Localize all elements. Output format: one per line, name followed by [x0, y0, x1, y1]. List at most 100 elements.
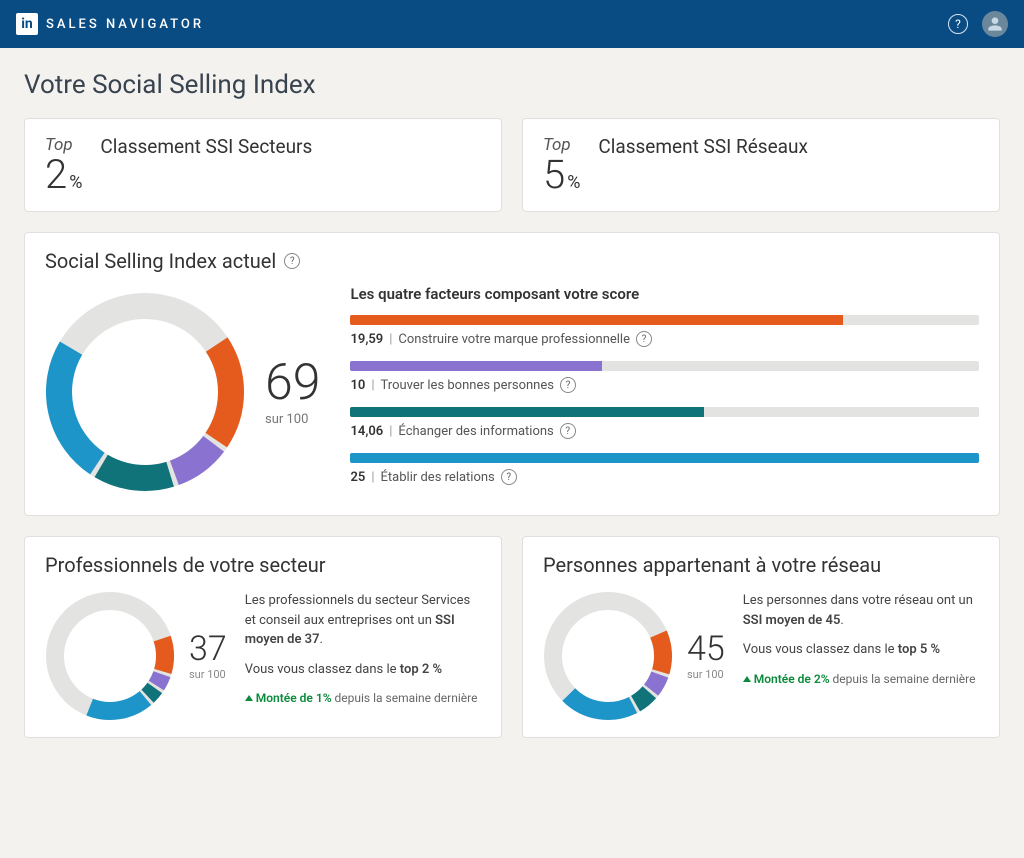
separator: | [389, 424, 392, 439]
text-bold: top 5 % [898, 642, 940, 657]
factor-value: 19,59 [350, 332, 383, 347]
factor-bar-track [350, 407, 979, 417]
factor-bar-fill [350, 453, 979, 463]
rank-top-value: 5% [543, 155, 580, 195]
factor-value: 14,06 [350, 424, 383, 439]
text: . [320, 632, 323, 647]
sector-donut-wrap: 37 sur 100 [45, 591, 227, 721]
rank-card-sector: Top 2% Classement SSI Secteurs [24, 118, 502, 212]
factor-text: Établir des relations [381, 470, 495, 485]
bottom-row: Professionnels de votre secteur 37 sur 1… [24, 536, 1000, 738]
ssi-score-block: 69 sur 100 [265, 358, 320, 427]
factor-row: 10 | Trouver les bonnes personnes? [350, 361, 979, 393]
help-icon[interactable]: ? [636, 331, 652, 347]
factor-row: 19,59 | Construire votre marque profession… [350, 315, 979, 347]
factors-title: Les quatre facteurs composant votre scor… [350, 285, 979, 303]
donut-segment [651, 675, 660, 691]
sector-score-block: 37 sur 100 [189, 632, 227, 681]
rank-heading: Classement SSI Réseaux [598, 135, 808, 158]
factor-bar-fill [350, 407, 703, 417]
rank-top-block: Top 2% [45, 135, 82, 195]
donut-segment [90, 698, 146, 711]
network-desc: Les personnes dans votre réseau ont un S… [743, 591, 979, 688]
rank-top-block: Top 5% [543, 135, 580, 195]
trend-rest: depuis la semaine dernière [830, 672, 976, 686]
separator: | [389, 332, 392, 347]
sector-trend: Montée de 1% depuis la semaine dernière [245, 689, 481, 707]
text: Vous vous classez dans le [743, 642, 898, 657]
network-donut-chart [543, 591, 673, 721]
ssi-donut-chart [45, 292, 245, 492]
ssi-score: 69 [265, 358, 320, 408]
rank-value: 2 [45, 151, 67, 198]
ssi-current-card: Social Selling Index actuel ? 69 sur 100… [24, 232, 1000, 516]
factor-label: 10 | Trouver les bonnes personnes? [350, 377, 979, 393]
network-donut-wrap: 45 sur 100 [543, 591, 725, 721]
factor-text: Construire votre marque professionnelle [398, 332, 630, 347]
linkedin-logo-icon: in [16, 13, 38, 35]
network-score: 45 [687, 632, 725, 666]
help-icon[interactable]: ? [501, 469, 517, 485]
factor-text: Trouver les bonnes personnes [381, 378, 554, 393]
rank-unit: % [69, 172, 82, 193]
help-icon[interactable]: ? [560, 377, 576, 393]
donut-segment [148, 688, 155, 696]
ssi-donut-wrap: 69 sur 100 [45, 285, 320, 499]
sector-score: 37 [189, 632, 227, 666]
factor-label: 25 | Établir des relations? [350, 469, 979, 485]
network-score-block: 45 sur 100 [687, 632, 725, 681]
sector-card: Professionnels de votre secteur 37 sur 1… [24, 536, 502, 738]
factor-bar-track [350, 315, 979, 325]
trend-up-text: Montée de 1% [256, 691, 332, 705]
text-bold: SSI moyen de 45 [743, 613, 841, 628]
donut-segment [658, 634, 663, 672]
help-icon[interactable]: ? [948, 14, 968, 34]
factor-bar-fill [350, 315, 843, 325]
sector-desc-line1: Les professionnels du secteur Services e… [245, 591, 481, 650]
donut-segment [569, 695, 633, 711]
factor-label: 19,59 | Construire votre marque profession… [350, 331, 979, 347]
donut-segment [101, 466, 170, 478]
help-icon[interactable]: ? [560, 423, 576, 439]
rank-cards-row: Top 2% Classement SSI Secteurs Top 5% Cl… [24, 118, 1000, 212]
caret-up-icon [245, 695, 253, 701]
separator: | [371, 378, 374, 393]
factor-bar-track [350, 453, 979, 463]
network-outof: sur 100 [687, 668, 725, 681]
factor-bar-fill [350, 361, 601, 371]
ssi-outof: sur 100 [265, 412, 320, 427]
sector-outof: sur 100 [189, 668, 227, 681]
help-icon[interactable]: ? [284, 253, 300, 269]
person-icon [987, 16, 1003, 32]
avatar[interactable] [982, 11, 1008, 37]
topbar: in SALES NAVIGATOR ? [0, 0, 1024, 48]
donut-segment [162, 639, 165, 672]
rank-value: 5 [543, 151, 565, 198]
rank-heading: Classement SSI Secteurs [100, 135, 312, 158]
donut-segment [156, 674, 162, 685]
donut-segment [216, 345, 231, 441]
factor-value: 25 [350, 470, 365, 485]
rank-top-value: 2% [45, 155, 82, 195]
text: . [840, 613, 843, 628]
sector-title: Professionnels de votre secteur [45, 553, 481, 577]
trend-up-text: Montée de 2% [754, 672, 830, 686]
page-title: Votre Social Selling Index [24, 70, 1000, 100]
separator: | [371, 470, 374, 485]
brand[interactable]: in SALES NAVIGATOR [16, 13, 204, 35]
network-title: Personnes appartenant à votre réseau [543, 553, 979, 577]
factor-row: 14,06 | Échanger des informations? [350, 407, 979, 439]
donut-segment [59, 348, 97, 463]
ssi-body: 69 sur 100 Les quatre facteurs composant… [45, 285, 979, 499]
donut-segment [174, 444, 213, 473]
topbar-right: ? [948, 11, 1008, 37]
product-name: SALES NAVIGATOR [46, 17, 204, 32]
donut-segment [636, 692, 650, 703]
factor-text: Échanger des informations [398, 424, 553, 439]
factor-value: 10 [350, 378, 365, 393]
rank-unit: % [567, 172, 580, 193]
caret-up-icon [743, 676, 751, 682]
card-title-text: Social Selling Index actuel [45, 249, 276, 273]
text-bold: top 2 % [400, 662, 442, 677]
sector-desc-line2: Vous vous classez dans le top 2 % [245, 660, 481, 680]
